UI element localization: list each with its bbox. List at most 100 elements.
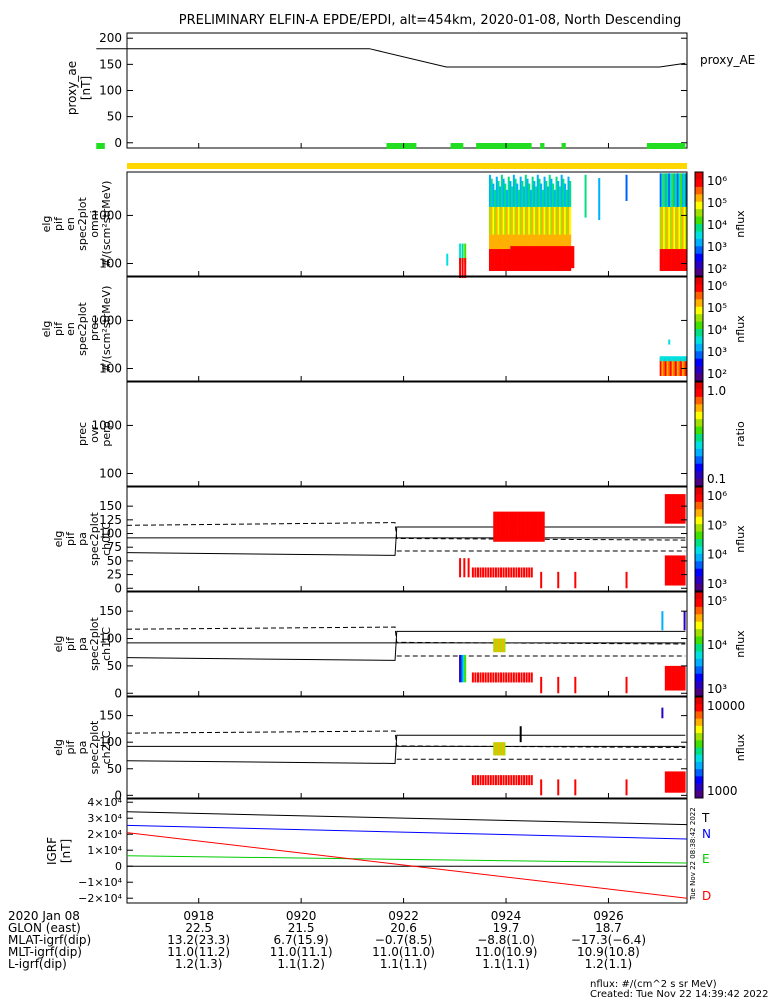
spectrogram-cell (502, 249, 505, 271)
colorbar-tick-label: 10000 (707, 699, 745, 713)
spectrogram-cell (675, 494, 678, 524)
footer-line-2: Created: Tue Nov 22 14:39:42 2022 (590, 989, 769, 1000)
ylabel-line: en (64, 217, 77, 231)
spectrogram-cell (517, 511, 520, 542)
ytick-label: 150 (99, 709, 122, 723)
spectrogram-cell (663, 206, 666, 250)
spectrogram-cell (494, 567, 497, 578)
spectrogram-cell (547, 206, 549, 235)
colorbar-segment (695, 494, 703, 503)
spectrogram-cell (543, 206, 546, 235)
colorbar-segment (695, 711, 703, 720)
spectrogram-cell (492, 183, 495, 207)
spectrogram-cell (553, 206, 556, 235)
proxy-ae-coverage-bars (96, 143, 686, 149)
spectrogram-cell (678, 665, 681, 691)
spectrogram-cell (506, 249, 509, 271)
spectrogram-cell (541, 189, 544, 207)
colorbar-tick-label: 0.1 (707, 472, 726, 486)
spectrogram-cell (505, 511, 508, 542)
spectrogram-cell (515, 567, 518, 578)
spectrogram-cell (567, 234, 570, 250)
spectrogram-cell (510, 672, 513, 683)
spectrogram-cell (499, 249, 502, 271)
spectrogram-cell (669, 555, 672, 586)
spectrogram-cell (495, 176, 498, 207)
colorbar-segment (695, 291, 703, 300)
ylabel-line: elg (40, 216, 53, 233)
igrf-yunit: [nT] (59, 839, 73, 863)
spectrogram-cell (540, 206, 543, 235)
ytick-label: 50 (107, 659, 122, 673)
colorbar-tick-label: 10⁴ (707, 548, 727, 562)
colorbar-tick-label: 1.0 (707, 384, 726, 398)
time-axis-row-label: L-igrf(dip) (8, 957, 67, 971)
boundary-dashed (126, 730, 686, 748)
spectrogram-cell (497, 234, 500, 250)
spectrogram-cell (492, 775, 495, 786)
spectrogram-cell (661, 611, 664, 631)
colorbar-tick-label: 10⁶ (707, 279, 727, 293)
spectrogram-cell (676, 494, 679, 524)
spectrogram-cell (540, 234, 543, 250)
spectrogram-cell (512, 206, 515, 235)
ephemeris-value: 1.1(1.1) (380, 957, 428, 971)
spectrogram-cell (562, 234, 565, 250)
spectrogram-cell (490, 249, 493, 271)
spectrogram-cell (681, 358, 684, 376)
spectrogram-cell (495, 206, 498, 235)
spectrogram-cell (678, 358, 681, 376)
igrf-series-T (126, 811, 688, 826)
spectrogram-cell (488, 234, 491, 250)
spectrogram-cell (512, 511, 514, 542)
spectrogram-cell (520, 775, 523, 786)
spectrogram-cell (520, 511, 523, 542)
spectrogram-cell (471, 672, 474, 683)
time-axis-row-label: MLAT-igrf(dip) (8, 933, 91, 947)
spectrogram-cell (668, 206, 671, 250)
igrf-legend-E: E (702, 852, 710, 866)
spectrogram-cell (671, 771, 674, 793)
spectrogram-cell (535, 511, 538, 542)
spectrogram-cell (683, 771, 686, 793)
ephemeris-value: 1.1(1.2) (277, 957, 325, 971)
spectrogram-cell (671, 249, 674, 271)
coverage-interval (476, 143, 532, 149)
spectrogram-cell (517, 189, 520, 207)
spectrogram-cell (474, 672, 477, 683)
spectrogram-cell (557, 676, 560, 694)
spectrogram-cell (500, 174, 503, 207)
ephemeris-value: 19.7 (493, 921, 520, 935)
spectrogram-cell (555, 176, 558, 207)
spectrogram-cell (521, 180, 524, 207)
ytick-label: 100 (99, 257, 122, 271)
ytick-label: 0 (114, 788, 122, 802)
spectrogram-cell (479, 775, 482, 786)
spectrogram-cell (678, 206, 681, 250)
spectrogram-cell (671, 173, 674, 207)
ephemeris-value: 18.7 (595, 921, 622, 935)
colorbar-segment (695, 704, 703, 712)
igrf-ytick-label: 2×10⁴ (87, 828, 122, 841)
spectrogram-cell (564, 183, 567, 207)
spectrogram-cell (661, 358, 664, 376)
colorbar-segment (695, 299, 703, 308)
colorbar-segment (695, 448, 703, 457)
spectrogram-cell (521, 206, 524, 235)
spectrogram-cell (512, 672, 515, 683)
colorbar-tick-label: 10³ (707, 682, 727, 696)
spectrogram-cell (683, 611, 686, 631)
spectrogram-cell (564, 234, 567, 250)
spectrogram-cell (520, 567, 523, 578)
proxy-ae-panel: 0 50 100 150 200 proxy_ae [nT] proxy_AE (65, 31, 755, 150)
spectrogram-cell (547, 234, 549, 250)
ylabel-line: pif (64, 739, 77, 754)
ytick-label: 0 (114, 686, 122, 700)
spectrogram-cell (564, 206, 567, 235)
spectrogram-cell (503, 742, 506, 756)
spectrogram-cell (663, 173, 666, 207)
spectrogram-cell (523, 775, 526, 786)
spectrogram-cell (675, 555, 678, 586)
spectrogram-cell (584, 174, 587, 218)
ylabel-line: ch0LC (100, 522, 113, 556)
